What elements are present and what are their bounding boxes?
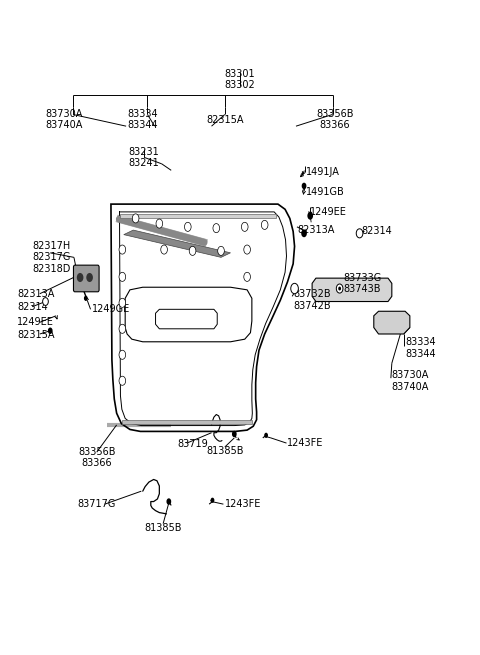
Text: 82314: 82314 <box>17 302 48 312</box>
Circle shape <box>218 246 224 255</box>
Circle shape <box>119 298 126 307</box>
Text: 83732B
83742B: 83732B 83742B <box>293 290 331 311</box>
Circle shape <box>77 273 84 282</box>
Circle shape <box>211 498 215 503</box>
Text: 1243FE: 1243FE <box>225 499 261 509</box>
Polygon shape <box>374 311 410 334</box>
Circle shape <box>132 214 139 223</box>
Circle shape <box>43 297 48 305</box>
Text: 83730A
83740A: 83730A 83740A <box>392 370 429 392</box>
Polygon shape <box>312 278 392 301</box>
Text: 81385B: 81385B <box>206 446 243 456</box>
Circle shape <box>356 229 363 238</box>
Polygon shape <box>124 230 230 257</box>
Circle shape <box>156 219 163 228</box>
Circle shape <box>119 350 126 360</box>
Circle shape <box>161 245 168 254</box>
Text: 1491JA: 1491JA <box>306 166 340 177</box>
Circle shape <box>301 229 307 237</box>
Circle shape <box>244 272 251 282</box>
Circle shape <box>84 295 88 301</box>
Text: 83334
83344: 83334 83344 <box>405 337 436 359</box>
Text: 1491GB: 1491GB <box>306 187 345 197</box>
Circle shape <box>48 328 53 334</box>
Circle shape <box>264 433 268 438</box>
Text: 1243FE: 1243FE <box>288 438 324 448</box>
Text: 1249EE: 1249EE <box>17 317 54 328</box>
Circle shape <box>291 284 299 293</box>
Circle shape <box>119 272 126 282</box>
Circle shape <box>189 246 196 255</box>
Circle shape <box>119 324 126 333</box>
Text: 82317H
82317G
82318D: 82317H 82317G 82318D <box>32 241 71 274</box>
Circle shape <box>184 222 191 231</box>
Text: 1249EE: 1249EE <box>310 207 347 217</box>
Text: 83356B
83366: 83356B 83366 <box>316 109 354 130</box>
Text: 1249GE: 1249GE <box>92 305 130 314</box>
Circle shape <box>301 183 306 189</box>
Text: 82315A: 82315A <box>17 330 55 341</box>
Text: 83301
83302: 83301 83302 <box>225 69 255 90</box>
Text: 82313A: 82313A <box>17 289 54 299</box>
Text: 83717G: 83717G <box>78 499 116 509</box>
FancyBboxPatch shape <box>73 265 99 291</box>
Text: 83719: 83719 <box>178 440 208 449</box>
Text: 83356B
83366: 83356B 83366 <box>78 447 116 468</box>
Text: 82314: 82314 <box>361 227 392 236</box>
Circle shape <box>244 245 251 254</box>
Polygon shape <box>122 420 252 424</box>
Text: 83231
83241: 83231 83241 <box>129 147 159 168</box>
Circle shape <box>119 245 126 254</box>
Polygon shape <box>120 214 276 217</box>
Circle shape <box>232 431 237 438</box>
Text: 83334
83344: 83334 83344 <box>127 109 158 130</box>
Text: 82313A: 82313A <box>297 225 334 235</box>
Text: 81385B: 81385B <box>144 523 182 533</box>
Circle shape <box>213 223 219 233</box>
Circle shape <box>307 212 313 219</box>
Circle shape <box>119 376 126 385</box>
Circle shape <box>86 273 93 282</box>
Text: 83730A
83740A: 83730A 83740A <box>46 109 83 130</box>
Circle shape <box>338 287 341 290</box>
Circle shape <box>261 220 268 229</box>
Circle shape <box>336 284 343 293</box>
Text: 83733G
83743B: 83733G 83743B <box>343 272 382 294</box>
Text: 82315A: 82315A <box>206 115 243 124</box>
Circle shape <box>241 222 248 231</box>
Circle shape <box>167 498 171 505</box>
